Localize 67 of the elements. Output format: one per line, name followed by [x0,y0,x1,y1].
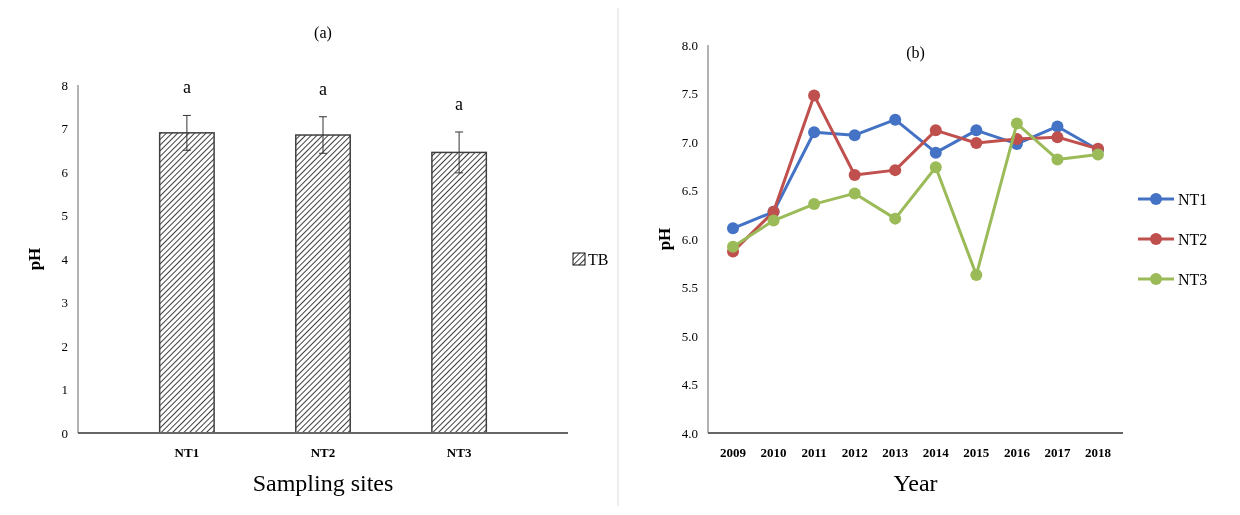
y-tick-label: 7 [61,121,69,137]
legend-label: NT3 [1178,270,1208,288]
point [970,268,983,281]
point [808,198,821,211]
point [808,89,821,102]
x-tick-label: 2012 [841,445,868,460]
point [1092,148,1104,161]
y-tick-label: 4.5 [681,377,698,393]
y-tick-label: 1 [61,382,68,398]
point [1051,131,1064,144]
point [727,240,739,253]
x-tick-label: NT2 [310,445,336,460]
y-tick-label: 5.5 [681,280,698,296]
annotation: a [182,77,191,98]
point [889,212,902,225]
point [889,164,902,177]
annotation: a [319,78,327,99]
x-tick-label: 2015 [963,445,990,460]
x-tick-label: 2016 [1003,445,1031,460]
x-tick-label: 2014 [922,445,950,460]
y-tick-label: 6.0 [681,231,698,247]
point [929,124,942,137]
y-axis-title: pH [655,227,674,251]
legend-label: NT2 [1178,230,1208,248]
point [1051,153,1064,166]
chart-title: (b) [906,44,925,62]
x-tick-label: 2017 [1044,445,1071,460]
x-tick-label: 2018 [1085,445,1112,460]
y-tick-label: 5.0 [681,328,698,344]
y-tick-label: 6 [61,164,69,180]
y-tick-label: 7.5 [681,86,698,102]
y-tick-label: 0 [61,425,68,441]
x-tick-label: NT3 [446,445,472,460]
x-tick-label: 2013 [882,445,909,460]
y-tick-label: 8.0 [681,37,698,53]
y-tick-label: 4.0 [681,425,698,441]
x-tick-label: 2009 [720,445,747,460]
y-tick-label: 3 [61,295,68,311]
y-tick-label: 5 [61,208,68,224]
point [767,214,780,227]
point [929,161,942,174]
y-tick-label: 4 [61,251,69,267]
point [848,129,861,142]
y-tick-label: 8 [61,77,68,93]
point [808,126,821,139]
point [1010,117,1023,130]
x-tick-label: NT1 [174,445,200,460]
y-tick-label: 6.5 [681,183,698,199]
point [727,222,739,235]
legend-label: NT1 [1178,190,1208,208]
annotation: a [455,93,464,114]
y-axis-title: pH [25,247,44,271]
x-tick-label: 2011 [801,445,827,460]
point [970,124,983,137]
point [929,146,942,159]
x-axis-title: Sampling sites [252,470,394,496]
point [889,113,902,126]
chart-title: (a) [314,24,332,42]
y-tick-label: 2 [61,338,68,354]
legend-label: TB [588,250,609,268]
point [848,187,861,200]
point [848,168,861,181]
x-axis-title: Year [893,470,938,496]
point [970,136,983,149]
y-tick-label: 7.0 [681,134,698,150]
point [1051,120,1064,133]
x-tick-label: 2010 [760,445,787,460]
